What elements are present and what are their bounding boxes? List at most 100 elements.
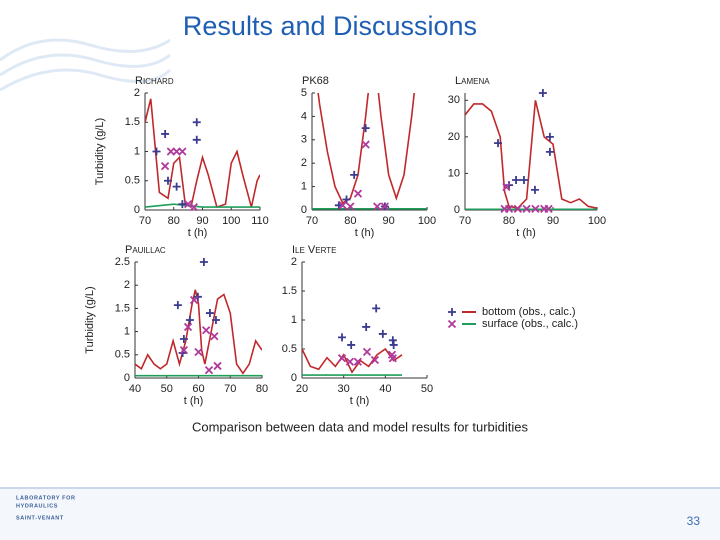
x-tick-label: 90 [547,215,559,227]
plus-marker [361,124,370,133]
plus-marker [185,316,194,324]
model-line [145,98,260,209]
cross-marker [201,326,211,335]
y-tick-label: 2.5 [115,256,130,268]
cross-marker [504,204,514,214]
plus-marker [161,129,170,138]
logo-text: HYDRAULICS [16,503,58,509]
x-axis-label: t (h) [355,227,375,239]
cross-marker [213,361,222,371]
plus-marker [347,340,356,349]
footer-band [0,488,720,540]
x-tick-label: 50 [421,383,433,395]
y-tick-label: 1.5 [115,302,130,314]
plus-marker [199,258,208,266]
cross-marker [353,357,362,366]
cross-marker [361,140,370,149]
x-tick-label: 20 [296,383,308,395]
plus-marker [192,118,201,127]
logo-text: LABORATORY FOR [16,495,76,501]
x-tick-label: 80 [256,383,268,395]
x-tick-label: 90 [383,215,395,227]
cross-marker [183,322,193,332]
x-tick-label: 60 [192,383,204,395]
slide-title: Results and Discussions [183,11,477,41]
plus-marker [538,89,547,97]
x-tick-label: 40 [129,383,141,395]
plus-marker [205,309,214,318]
y-tick-label: 0.5 [115,349,130,361]
plus-marker [378,329,387,338]
plus-marker [172,182,181,191]
y-tick-label: 1.5 [282,285,297,297]
plus-marker [179,335,188,344]
chart-title: Pauillac [125,244,166,256]
plus-marker [192,135,201,144]
plus-marker [512,176,521,185]
y-tick-label: 2 [124,279,130,291]
cross-marker [388,354,397,363]
cross-marker [160,161,170,171]
y-tick-label: 2 [134,87,140,99]
plus-marker [389,340,398,349]
cross-marker [362,347,372,357]
cross-marker [353,189,363,198]
y-axis-label: Turbidity (g/L) [94,118,106,185]
y-tick-label: 0.5 [282,343,297,355]
y-tick-label: 30 [448,94,460,106]
cross-marker [189,202,199,212]
cross-marker [210,332,219,341]
y-tick-label: 1 [134,145,140,157]
y-tick-label: 20 [448,131,460,143]
plus-marker [342,195,351,204]
x-axis-label: t (h) [188,227,208,239]
y-tick-label: 2 [291,256,297,268]
page-number: 33 [687,514,701,528]
cross-marker [373,202,382,211]
x-tick-label: 70 [306,215,318,227]
logo-text: SAINT-VENANT [16,515,64,521]
plus-marker [173,301,182,310]
model-line [135,289,262,375]
x-tick-label: 50 [161,383,173,395]
model-line [302,347,403,374]
cross-marker [447,319,457,329]
plus-marker [338,333,346,342]
cross-marker [178,147,187,156]
x-tick-label: 80 [168,215,180,227]
legend-label: surface (obs., calc.) [482,318,578,330]
cross-marker [544,204,553,214]
x-tick-label: 80 [344,215,356,227]
plus-marker [178,200,187,209]
y-tick-label: 10 [448,167,460,179]
chart-title: Richard [135,75,174,87]
chart-title: PK68 [302,75,329,87]
x-tick-label: 110 [251,215,269,227]
plus-marker [519,176,528,185]
plus-marker [545,132,554,141]
x-axis-label: t (h) [516,227,536,239]
plus-marker [350,170,359,179]
cross-marker [370,355,380,365]
model-line [145,203,260,208]
cross-marker [204,365,214,375]
y-tick-label: 0 [134,204,140,216]
plus-marker [152,147,161,156]
y-tick-label: 0 [124,372,130,384]
plus-marker [362,322,371,331]
y-tick-label: 5 [301,87,307,99]
cross-marker [337,354,347,363]
x-tick-label: 40 [379,383,391,395]
y-tick-label: 1 [124,326,130,338]
x-tick-label: 70 [224,383,236,395]
y-tick-label: 1 [291,314,297,326]
model-line [317,93,416,205]
cross-marker [502,182,511,192]
plus-marker [530,185,539,194]
plus-marker [545,147,554,156]
chart-title: Ile Verte [292,244,336,256]
chart-title: Lamena [455,75,490,87]
cross-marker [522,204,531,214]
cross-marker [513,204,522,214]
